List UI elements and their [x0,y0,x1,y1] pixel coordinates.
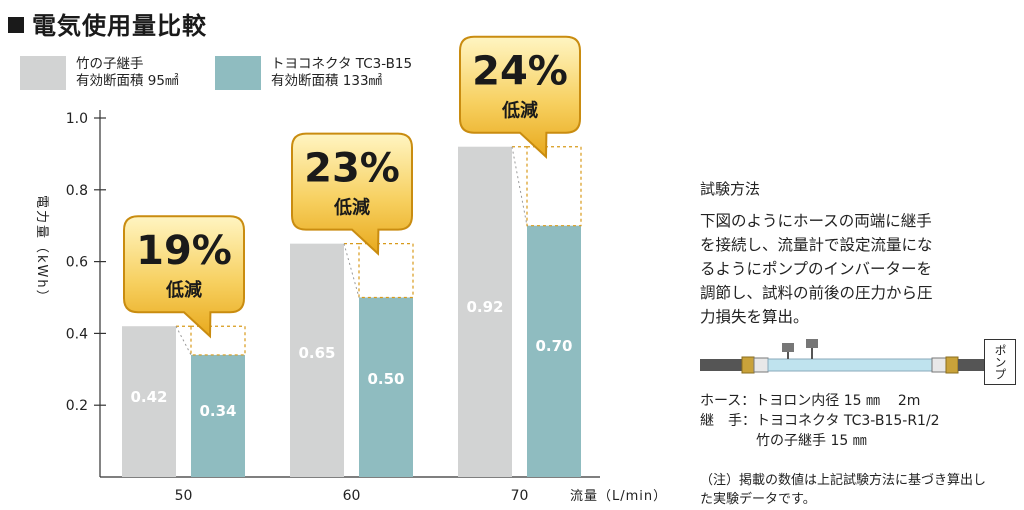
legend-item-toyoconnector: トヨコネクタ TC3-B15 有効断面積 133㎟ [215,56,412,90]
method-line: を接続し、流量計で設定流量にな [700,236,933,254]
reduction-outline [526,146,582,227]
value-label-toyoconnector: 0.34 [199,402,236,420]
y-tick-label: 0.4 [66,326,88,342]
y-tick-label: 0.2 [66,398,88,414]
bar-toyoconnector [527,225,581,477]
bar-toyoconnector [359,297,413,477]
legend-area-takenoko: 有効断面積 95㎟ [76,73,179,89]
fitting-left [741,356,755,374]
pump-label: ポンプ [984,339,1016,385]
reduction-slope [175,325,192,356]
reduction-label: 低減 [501,100,538,122]
note-line: （注）掲載の数値は上記試験方法に基づき算出し [700,473,987,488]
fitting-right [945,356,959,374]
value-label-toyoconnector: 0.50 [367,370,404,388]
legend-name-takenoko: 竹の子継手 [76,56,144,72]
hose-tube [767,358,933,372]
spec-list: ホース：トヨロン内径 15 ㎜ 2m 継 手：トヨコネクタ TC3-B15-R1… [700,391,1018,451]
value-label-toyoconnector: 0.70 [535,337,572,355]
page-title: 電気使用量比較 [8,6,207,41]
reduction-label: 低減 [333,197,370,219]
connector-left [753,357,769,373]
hose-right-pipe [958,359,984,371]
x-axis-label: 流量（L/min） [570,489,667,504]
spec-fitting: 継 手：トヨコネクタ TC3-B15-R1/2 [700,413,940,429]
method-line: 下図のようにホースの両端に継手 [700,212,932,230]
reduction-callout [459,35,581,159]
note: （注）掲載の数値は上記試験方法に基づき算出し た実験データです。 [700,471,1018,509]
reduction-slope [511,146,528,226]
bar-chart: 0.2 0.4 0.6 0.8 1.0 電力量（kWh） 流量（L/min） 0.42 0.34… [34,35,667,504]
reduction-percent: 24% [472,49,568,95]
hose-left-pipe [700,359,742,371]
y-axis-label: 電力量（kWh） [34,195,49,305]
gauge-left-icon [782,343,794,352]
reduction-percent: 23% [304,146,400,192]
legend-swatch-takenoko [20,56,66,90]
y-tick-label: 0.8 [66,183,88,199]
bar-takenoko [122,326,176,477]
x-tick-label: 60 [343,488,361,504]
test-method-panel: 試験方法 下図のようにホースの両端に継手 を接続し、流量計で設定流量にな るよう… [700,178,1018,509]
value-label-takenoko: 0.92 [466,298,503,316]
reduction-callout [123,215,245,339]
bar-takenoko [458,146,512,477]
bar-toyoconnector [191,354,245,477]
spec-hose: ホース：トヨロン内径 15 ㎜ 2m [700,393,921,409]
value-label-takenoko: 0.65 [298,344,335,362]
method-line: 力損失を算出。 [700,308,809,326]
x-tick-label: 70 [511,488,529,504]
bar-takenoko [290,243,344,477]
hose-diagram: ポンプ [700,339,1018,387]
method-heading: 試験方法 [700,180,761,198]
gauge-right-icon [806,339,818,348]
reduction-outline [358,243,414,299]
spec-fitting-2: 竹の子継手 15 ㎜ [700,433,867,449]
reduction-label: 低減 [165,279,202,301]
note-line: た実験データです。 [700,492,816,507]
method-line: 調節し、試料の前後の圧力から圧 [700,284,933,302]
y-tick-label: 0.6 [66,255,88,271]
x-tick-label: 50 [175,488,193,504]
reduction-percent: 19% [136,228,232,274]
value-label-takenoko: 0.42 [130,388,167,406]
title-text: 電気使用量比較 [32,12,207,40]
connector-right [931,357,947,373]
reduction-slope [343,243,360,298]
hose-illustration [700,339,984,374]
method-line: るようにポンプのインバーターを [700,260,933,278]
legend-item-takenoko: 竹の子継手 有効断面積 95㎟ [20,56,178,90]
legend-name-toyoconnector: トヨコネクタ TC3-B15 [271,56,413,72]
title-square-icon [8,17,24,33]
reduction-callout [291,132,413,256]
method-description: 下図のようにホースの両端に継手 を接続し、流量計で設定流量にな るようにポンプの… [700,209,1018,329]
legend-area-toyoconnector: 有効断面積 133㎟ [271,73,383,89]
legend-swatch-toyoconnector [215,56,261,90]
reduction-outline [190,325,246,356]
y-tick-label: 1.0 [66,111,88,127]
